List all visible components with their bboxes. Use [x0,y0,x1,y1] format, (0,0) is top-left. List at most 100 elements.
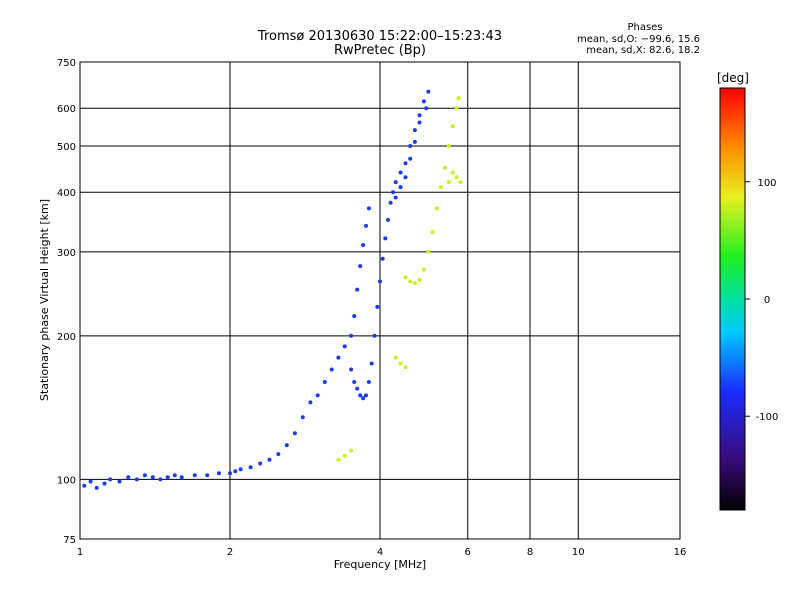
data-point [398,170,403,175]
data-point [366,380,371,384]
data-point [412,281,417,286]
data-point [165,475,170,480]
data-point [424,106,429,111]
y-tick-label: 200 [57,332,76,343]
data-point [349,333,354,338]
y-tick-label: 100 [57,475,76,486]
data-point [403,175,408,180]
data-point [358,393,363,398]
colorbar-tick-label: -100 [756,412,779,423]
x-tick-label: 10 [572,547,585,558]
y-tick-label: 75 [63,535,76,546]
data-point [361,243,366,247]
phases-label: Phases [627,22,662,33]
stats-x: mean, sd,X: 82.6, 18.2 [586,45,700,56]
data-point [284,443,289,448]
data-point [172,473,177,478]
data-point [308,400,313,405]
grid-lines [80,62,680,539]
data-point [421,99,426,104]
data-point [238,467,243,472]
data-point [393,195,398,200]
y-axis-label: Stationary phase Virtual Height [km] [38,199,51,401]
data-point [349,448,354,453]
data-point [458,180,463,185]
data-point [94,485,99,490]
data-point [134,477,139,482]
data-point [358,264,363,269]
data-point [450,124,455,129]
data-point [267,457,272,462]
data-point [364,393,368,398]
data-point [352,380,357,384]
data-point [150,475,155,480]
data-point [426,249,431,254]
chart-title: Tromsø 20130630 15:22:00–15:23:43 [257,29,502,44]
data-point [430,230,435,235]
data-point [454,106,459,111]
data-point [228,471,232,476]
data-point [398,185,403,190]
data-point [276,452,281,457]
data-point [88,479,93,484]
data-point [375,304,380,309]
data-point [393,355,398,360]
data-points [82,89,463,490]
data-point [82,483,87,488]
data-point [388,200,393,205]
data-point [446,144,451,148]
data-point [408,156,413,161]
data-point [315,393,320,398]
data-point [342,344,347,349]
data-point [383,236,388,241]
data-point [336,355,341,360]
data-point [403,275,408,280]
data-point [412,128,417,133]
chart-subtitle: RwPretec (Bp) [334,43,426,58]
data-point [426,89,431,94]
data-point [421,267,426,272]
data-point [398,361,403,366]
x-tick-label: 6 [465,547,471,558]
x-tick-label: 2 [227,547,233,558]
colorbar-label: [deg] [717,71,749,85]
data-point [292,431,297,436]
y-tick-label: 300 [57,248,76,259]
data-point [446,180,451,185]
data-point [142,473,147,478]
x-tick-label: 8 [527,547,533,558]
x-tick-label: 1 [77,547,83,558]
data-point [179,475,184,480]
plot-frame [79,61,681,540]
data-point [342,453,347,458]
data-point [108,477,113,482]
data-point [378,279,382,284]
data-point [361,396,366,401]
data-point [454,175,459,180]
data-point [364,223,368,228]
data-point [450,170,455,175]
data-point [216,471,221,476]
data-point [258,461,263,466]
data-point [391,190,396,195]
data-point [205,473,210,478]
data-point [102,481,107,486]
colorbar-ticks: 100 0 -100 [745,178,778,423]
y-tick-label: 500 [57,142,76,153]
data-point [369,361,374,366]
data-point [417,113,422,118]
data-point [329,367,334,372]
x-tick-label: 16 [674,547,687,558]
colorbar [719,87,746,511]
data-point [355,386,360,391]
data-point [300,415,305,420]
data-point [434,206,439,211]
colorbar-tick-label: 100 [757,178,776,189]
y-tick-label: 750 [57,58,76,69]
data-point [366,206,371,211]
data-point [393,180,398,185]
data-point [417,277,422,282]
x-tick-label: 4 [377,547,383,558]
y-tick-label: 600 [57,104,76,115]
